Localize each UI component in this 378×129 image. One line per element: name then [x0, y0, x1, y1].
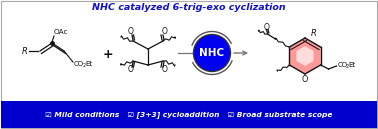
Text: OAc: OAc	[54, 29, 68, 35]
Text: Et: Et	[349, 62, 356, 68]
Text: ☑ Mild conditions   ☑ [3+3] cycloaddition   ☑ Broad substrate scope: ☑ Mild conditions ☑ [3+3] cycloaddition …	[45, 111, 333, 119]
Text: NHC: NHC	[200, 48, 225, 58]
Text: +: +	[103, 47, 113, 61]
Text: CO: CO	[74, 61, 84, 67]
Text: O: O	[162, 66, 168, 75]
Text: 2: 2	[82, 63, 86, 68]
Text: NHC catalyzed 6-trig-exo cyclization: NHC catalyzed 6-trig-exo cyclization	[92, 3, 286, 13]
Text: O: O	[263, 22, 270, 31]
Text: 2: 2	[346, 64, 349, 69]
Text: R: R	[311, 29, 317, 38]
Text: O: O	[302, 75, 308, 84]
Circle shape	[194, 34, 231, 71]
Polygon shape	[290, 38, 321, 74]
Bar	[1, 101, 377, 128]
Text: Et: Et	[85, 61, 92, 67]
Polygon shape	[296, 46, 314, 66]
Text: O: O	[162, 27, 168, 37]
Text: R: R	[22, 46, 28, 55]
Text: CO: CO	[338, 62, 348, 68]
Text: O: O	[128, 66, 134, 75]
Circle shape	[195, 36, 229, 70]
Text: O: O	[128, 27, 134, 37]
